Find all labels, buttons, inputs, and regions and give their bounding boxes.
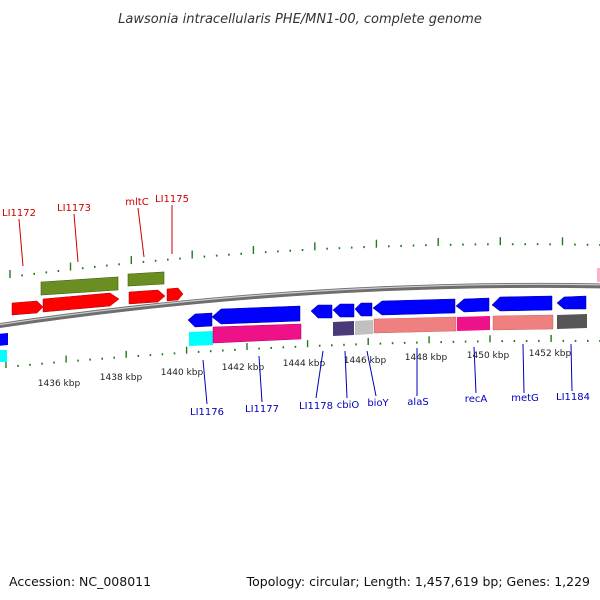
tick-label: 1436 kbp — [38, 379, 81, 389]
band-magenta-reca — [457, 316, 490, 331]
tick-label: 1438 kbp — [100, 373, 143, 383]
tick-label: 1450 kbp — [467, 351, 510, 361]
accession-text: Accession: NC_008011 — [9, 574, 151, 589]
tick-label: 1440 kbp — [161, 368, 204, 378]
gene-arrow-li1175 — [166, 287, 184, 302]
map-title: Lawsonia intracellularis PHE/MN1-00, com… — [118, 12, 482, 27]
tick-label: 1452 kbp — [529, 349, 572, 359]
tick-label: 1446 kbp — [344, 356, 387, 366]
gene-arrow-left-edge — [0, 333, 8, 346]
gene-label-li1173: LI1173 — [57, 203, 91, 214]
gene-arrow-li1184 — [556, 295, 587, 310]
forward-strand-features — [11, 271, 184, 316]
gene-arrow-alas — [372, 298, 456, 316]
gene-arrow-bioy — [354, 302, 373, 317]
band-lightgray-bioy — [355, 320, 373, 335]
band-magenta-li1177 — [212, 323, 302, 344]
gene-arrow-li1173 — [42, 292, 120, 313]
gene-olive-2 — [127, 271, 165, 287]
tick-label: 1448 kbp — [405, 353, 448, 363]
gene-olive-1 — [40, 276, 119, 296]
band-cyan — [189, 331, 213, 346]
gene-label-li1177: LI1177 — [245, 404, 279, 415]
gene-arrow-mltc — [128, 289, 166, 305]
reverse-labels: LI1176 LI1177 LI1178 cbiO bioY alaS recA… — [190, 343, 590, 418]
gene-label-cbio: cbiO — [337, 400, 360, 411]
gene-arrow-li1177 — [211, 305, 301, 325]
reverse-strand-features — [0, 295, 587, 362]
gene-arrow-metg — [491, 295, 553, 312]
gene-label-reca: recA — [465, 394, 488, 405]
lower-tick-ring — [5, 334, 600, 368]
gene-arrow-li1176 — [187, 312, 213, 328]
gene-label-alas: alaS — [407, 397, 428, 408]
gene-arrow-cbio — [332, 303, 355, 318]
gene-label-li1176: LI1176 — [190, 407, 224, 418]
genome-backbone — [0, 282, 600, 329]
tick-label: 1442 kbp — [222, 363, 265, 373]
tick-labels: 1436 kbp 1438 kbp 1440 kbp 1442 kbp 1444… — [38, 349, 572, 389]
gene-label-li1172: LI1172 — [2, 208, 36, 219]
gene-edge-marker — [597, 268, 600, 282]
gene-label-metg: metG — [511, 393, 539, 404]
band-salmon-alas — [373, 316, 457, 334]
gene-arrow-reca — [455, 297, 490, 313]
gene-label-li1175: LI1175 — [155, 194, 189, 205]
tick-label: 1444 kbp — [283, 359, 326, 369]
genome-backbone-highlight — [0, 283, 600, 326]
gene-arrow-li1172 — [11, 300, 44, 316]
gene-arrow-li1178 — [310, 304, 333, 319]
gene-cyan-left-edge — [0, 350, 7, 362]
gene-label-mltc: mltC — [125, 197, 148, 208]
band-salmon-metg — [492, 314, 554, 331]
upper-tick-ring — [9, 237, 600, 278]
genome-summary-text: Topology: circular; Length: 1,457,619 bp… — [246, 574, 590, 589]
gene-label-bioy: bioY — [367, 398, 389, 409]
band-darkgray-li1184 — [557, 314, 587, 329]
gene-label-li1178: LI1178 — [299, 401, 333, 412]
gene-label-li1184: LI1184 — [556, 392, 590, 403]
band-slate-cbio — [333, 321, 354, 336]
forward-labels: LI1172 LI1173 mltC LI1175 — [2, 194, 189, 267]
